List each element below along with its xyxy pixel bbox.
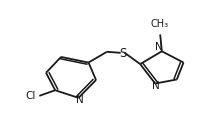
Text: N: N (155, 42, 163, 52)
Text: N: N (152, 81, 160, 91)
Text: S: S (119, 47, 126, 60)
Text: N: N (76, 95, 84, 105)
Text: Cl: Cl (26, 91, 36, 101)
Text: CH₃: CH₃ (150, 19, 168, 29)
